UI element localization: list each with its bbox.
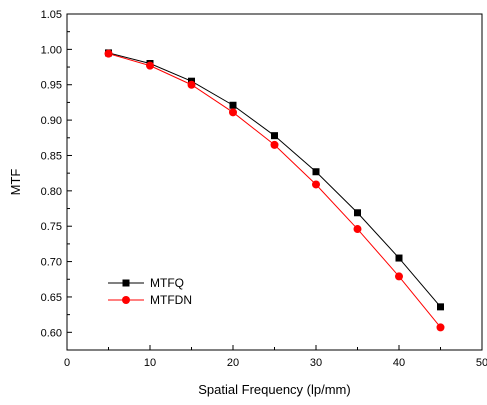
legend: MTFQ MTFDN [108,276,192,307]
data-point [354,209,361,216]
legend-marker [122,296,130,304]
series-line [109,53,441,307]
x-tick-label: 30 [310,357,322,369]
legend-marker [123,280,130,287]
y-tick-label: 0.75 [41,221,62,233]
y-tick-label: 0.60 [41,327,62,339]
x-tick-label: 0 [64,357,70,369]
legend-label: MTFDN [150,293,192,307]
x-tick-label: 20 [227,357,239,369]
y-tick-label: 0.90 [41,115,62,127]
data-point [396,255,403,262]
data-point [313,168,320,175]
y-tick-label: 1.05 [41,9,62,21]
x-tick-label: 50 [476,357,487,369]
y-tick-label: 1.00 [41,44,62,56]
y-tick-label: 0.85 [41,150,62,162]
y-tick-label: 0.70 [41,257,62,269]
data-point [437,303,444,310]
data-point [188,81,196,89]
data-point [230,102,237,109]
data-point [437,323,445,331]
series-mtfq [105,49,444,310]
data-point [146,62,154,70]
data-point [354,225,362,233]
y-tick-label: 0.95 [41,80,62,92]
data-point [105,50,113,58]
data-point [271,141,279,149]
x-axis-title: Spatial Frequency (lp/mm) [198,382,350,397]
x-tick-label: 40 [393,357,405,369]
legend-item-mtfdn: MTFDN [108,293,192,307]
legend-item-mtfq: MTFQ [108,276,184,290]
y-axis-title: MTF [8,169,23,196]
legend-label: MTFQ [150,276,184,290]
y-tick-label: 0.65 [41,292,62,304]
data-point [395,272,403,280]
data-point [229,108,237,116]
y-tick-label: 0.80 [41,186,62,198]
plot-area: 0 10 20 30 40 50 0.60 0.65 0.70 0.75 0.80 0.85 0.90 0… [41,9,487,369]
x-tick-label: 10 [144,357,156,369]
data-point [312,180,320,188]
data-point [271,132,278,139]
